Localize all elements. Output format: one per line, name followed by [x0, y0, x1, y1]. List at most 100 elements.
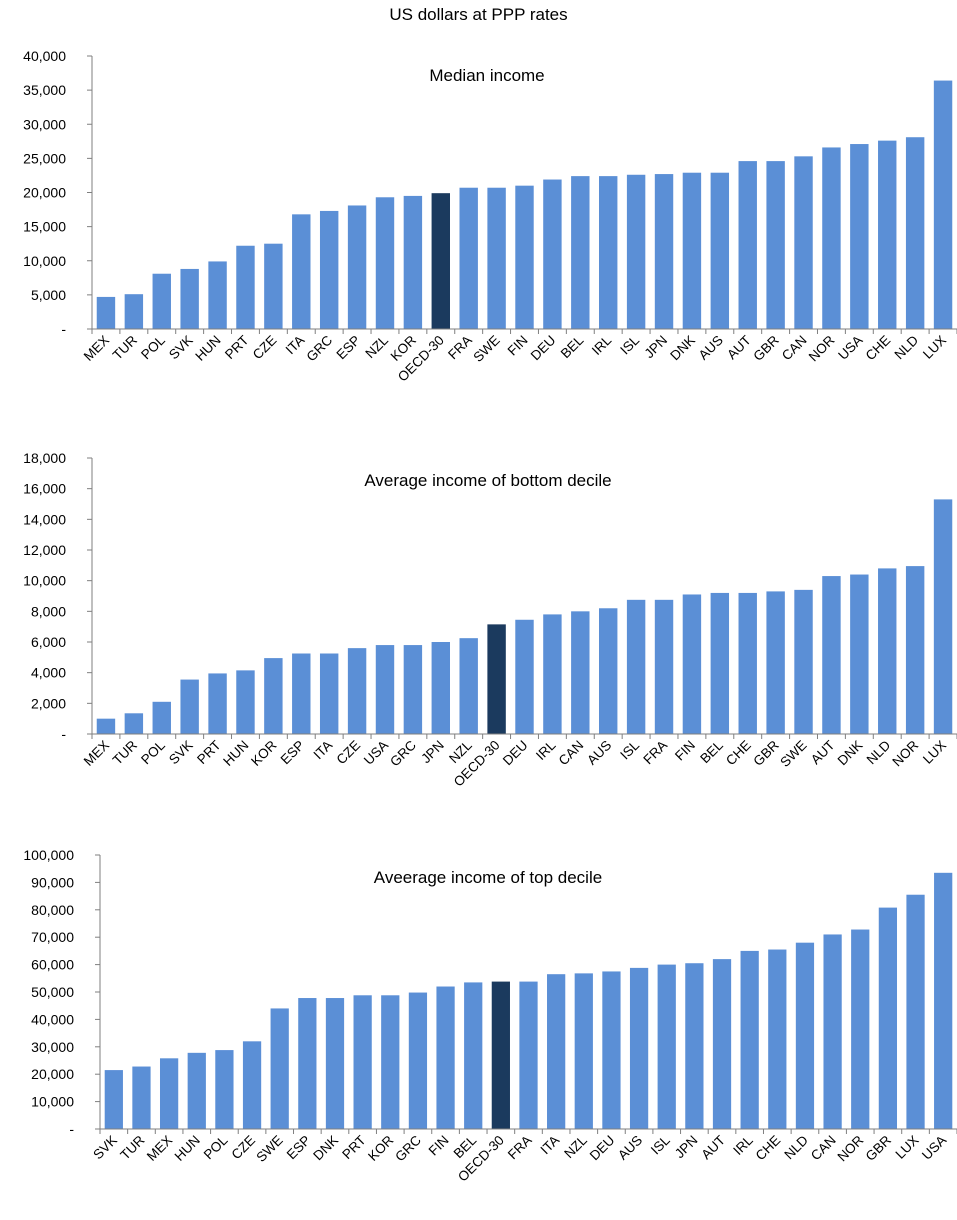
y-tick-label: 15,000 — [23, 219, 66, 235]
category-label: MEX — [144, 1133, 175, 1164]
y-tick-label: 80,000 — [31, 902, 74, 918]
bar-aut — [738, 161, 757, 329]
bar-bel — [710, 592, 730, 734]
bar-tur — [124, 294, 144, 329]
bar-jpn — [685, 963, 704, 1129]
bottom-decile-chart: - 2,000 4,000 6,000 8,000 10,000 12,000 14,000 1… — [23, 450, 957, 789]
bar-gbr — [766, 161, 785, 329]
bar-cze — [242, 1041, 262, 1129]
bar-jpn — [654, 174, 674, 329]
bar-swe — [487, 187, 506, 329]
category-label: SVK — [90, 1133, 120, 1163]
category-label: JPN — [672, 1133, 701, 1162]
bar-aut — [822, 576, 841, 734]
category-label: CZE — [228, 1133, 258, 1163]
chart-title: Median income — [429, 66, 544, 85]
y-tick-label: 10,000 — [23, 573, 66, 589]
category-label: ESP — [284, 1133, 314, 1163]
bar-cze — [347, 648, 367, 734]
y-tick-label: 6,000 — [31, 634, 66, 650]
bar-dnk — [325, 998, 345, 1129]
y-tick-label: 25,000 — [23, 150, 66, 166]
y-tick-label: 18,000 — [23, 450, 66, 466]
bar-deu — [515, 619, 534, 734]
bar-irl — [740, 950, 759, 1129]
y-tick-label: 30,000 — [31, 1039, 74, 1055]
category-label: TUR — [117, 1132, 147, 1162]
category-label: GBR — [863, 1132, 894, 1163]
y-tick-label: 5,000 — [31, 287, 66, 303]
bar-usa — [850, 144, 869, 329]
bar-usa — [934, 872, 953, 1129]
bar-aus — [710, 172, 730, 329]
category-label: NOR — [835, 1132, 867, 1164]
y-tick-label: 16,000 — [23, 481, 66, 497]
category-label: CHE — [753, 1133, 784, 1164]
bar-esp — [298, 998, 317, 1129]
category-label: AUS — [615, 1133, 645, 1163]
page-title: US dollars at PPP rates — [389, 5, 568, 24]
bar-oecd-30 — [431, 193, 450, 329]
y-tick-label: 20,000 — [23, 185, 66, 201]
bar-can — [571, 611, 590, 734]
bar-che — [768, 949, 787, 1129]
bar-lux — [933, 499, 953, 734]
bar-usa — [375, 645, 395, 734]
y-tick-label: 90,000 — [31, 874, 74, 890]
bar-nld — [878, 568, 897, 734]
bar-fin — [515, 185, 534, 329]
bar-oecd-30 — [491, 981, 510, 1129]
y-tick-label: 35,000 — [23, 82, 66, 98]
bar-ita — [319, 653, 339, 734]
bar-deu — [602, 971, 621, 1129]
category-label: DEU — [587, 1133, 618, 1164]
y-tick-label: 30,000 — [23, 116, 66, 132]
bar-kor — [381, 995, 400, 1129]
bar-nld — [795, 942, 815, 1129]
bar-jpn — [431, 642, 450, 734]
bar-gbr — [878, 907, 898, 1129]
bar-cze — [264, 243, 283, 329]
bar-che — [878, 140, 897, 329]
y-tick-label: 10,000 — [23, 253, 66, 269]
bar-prt — [353, 995, 372, 1129]
bar-mex — [159, 1058, 179, 1129]
bar-nzl — [375, 197, 395, 329]
y-tick-label: 50,000 — [31, 984, 74, 1000]
category-label: IRL — [730, 1132, 756, 1158]
y-tick-label: 20,000 — [31, 1066, 74, 1082]
y-tick-label: - — [69, 1121, 74, 1137]
category-label: FIN — [426, 1133, 452, 1159]
bar-gbr — [766, 591, 785, 734]
bar-oecd-30 — [487, 624, 506, 734]
bar-irl — [599, 176, 618, 329]
bar-svk — [180, 679, 199, 734]
bar-can — [823, 934, 842, 1129]
chart-title: Aveerage income of top decile — [374, 868, 602, 887]
y-tick-label: 40,000 — [31, 1011, 74, 1027]
category-label: ITA — [538, 1133, 563, 1158]
bar-fin — [682, 594, 702, 734]
bar-fra — [519, 981, 538, 1129]
y-tick-label: 70,000 — [31, 929, 74, 945]
bar-lux — [933, 80, 953, 329]
bar-hun — [236, 670, 255, 734]
bar-fra — [459, 187, 478, 329]
bar-kor — [264, 658, 283, 734]
y-tick-label: 60,000 — [31, 957, 74, 973]
bar-esp — [347, 205, 367, 329]
category-label: POL — [201, 1132, 231, 1162]
category-label: USA — [919, 1133, 949, 1163]
bar-pol — [215, 1050, 234, 1129]
bar-mex — [96, 296, 116, 329]
y-tick-label: 2,000 — [31, 695, 66, 711]
bar-isl — [626, 174, 646, 329]
bar-ita — [547, 974, 566, 1129]
category-label: PRT — [339, 1133, 369, 1163]
y-tick-label: 40,000 — [23, 48, 66, 64]
bar-svk — [180, 268, 199, 329]
bar-fra — [654, 599, 674, 734]
bar-nor — [905, 566, 925, 734]
bar-dnk — [850, 574, 869, 734]
